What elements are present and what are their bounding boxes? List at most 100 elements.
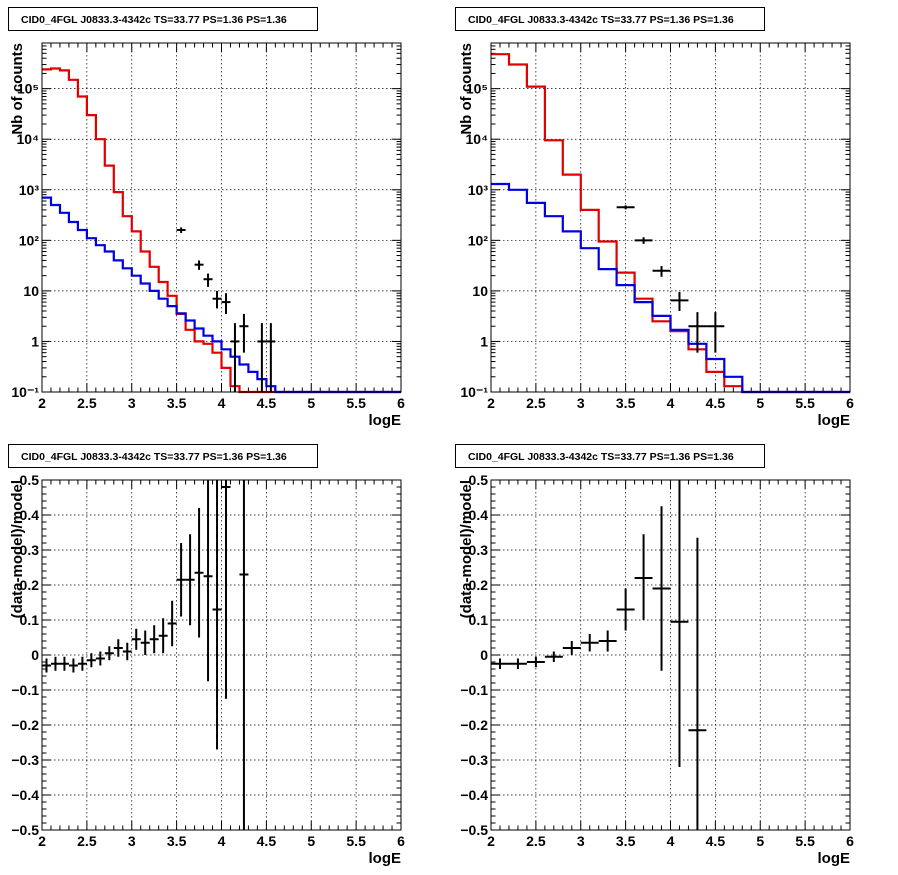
x-tick-label: 2.5 <box>77 833 97 849</box>
data-point <box>167 600 177 647</box>
x-tick-label: 6 <box>397 833 405 849</box>
chart-panel-3: 2 2.5 3 3.5 4 4.5 5 5.5 6 −0.5 −0.4 −0.3 −0.2 −0.1 0 0.… <box>458 472 854 867</box>
x-axis-label: logE <box>818 850 851 867</box>
data-point <box>706 312 725 353</box>
x-tick-label: 3 <box>577 395 585 411</box>
data-point <box>50 656 60 671</box>
y-tick-label: 10⁻¹ <box>460 384 488 400</box>
y-tick-label: 10 <box>23 283 39 299</box>
data-point <box>688 537 707 830</box>
x-tick-label: 6 <box>846 833 854 849</box>
y-tick-label: −0.4 <box>11 787 39 803</box>
x-axis-label: logE <box>818 412 851 429</box>
data-point <box>203 480 213 682</box>
data-point <box>42 658 51 673</box>
x-tick-label: 5.5 <box>795 395 815 411</box>
x-tick-label: 2.5 <box>526 833 546 849</box>
data-point <box>634 534 653 620</box>
pad-title-bottom-left: CID0_4FGL J0833.3-4342c TS=33.77 PS=1.36… <box>8 444 318 468</box>
x-tick-label: 5 <box>307 395 315 411</box>
y-tick-label: 10 <box>472 283 488 299</box>
data-point <box>266 323 276 392</box>
data-point <box>491 658 509 669</box>
y-tick-label: 10⁴ <box>466 131 489 147</box>
data-point <box>616 588 635 631</box>
data-point <box>194 508 204 638</box>
plot-frame <box>41 42 402 393</box>
data-point <box>598 630 617 652</box>
x-axis-label: logE <box>369 850 402 867</box>
y-axis-label: (data-model)/model <box>9 480 26 618</box>
y-tick-label: 0 <box>31 647 39 663</box>
x-tick-label: 2 <box>38 395 46 411</box>
data-point <box>140 630 150 655</box>
x-tick-label: 4.5 <box>257 833 277 849</box>
plot-frame <box>490 479 851 831</box>
x-tick-label: 5.5 <box>346 395 366 411</box>
data-point <box>158 618 168 654</box>
data-point <box>176 227 186 233</box>
data-point <box>508 658 527 669</box>
y-tick-label: −0.2 <box>11 717 39 733</box>
data-point <box>670 480 689 767</box>
y-tick-label: 10⁵ <box>466 81 488 97</box>
x-tick-label: 4 <box>667 395 675 411</box>
data-point <box>652 266 671 277</box>
x-tick-label: 4 <box>218 833 226 849</box>
data-point <box>526 656 545 668</box>
chart-panel-0: 2 2.5 3 3.5 4 4.5 5 5.5 6 10⁻¹ 1 10 10² 10³ 10⁴ 10⁵ logE… <box>9 42 405 429</box>
y-tick-label: −0.5 <box>460 822 488 838</box>
data-point <box>176 543 186 617</box>
data-point <box>212 480 222 750</box>
y-tick-label: 10⁻¹ <box>11 384 39 400</box>
data-point <box>86 653 96 668</box>
y-tick-label: 0.5 <box>469 472 489 488</box>
y-tick-label: 0.2 <box>469 577 489 593</box>
x-tick-label: 3 <box>128 395 136 411</box>
data-point <box>221 480 231 699</box>
x-tick-label: 4 <box>218 395 226 411</box>
x-tick-label: 6 <box>846 395 854 411</box>
y-tick-label: 10³ <box>19 182 40 198</box>
data-point <box>670 292 689 312</box>
y-tick-label: 0.3 <box>20 542 40 558</box>
y-tick-label: −0.4 <box>460 787 488 803</box>
x-tick-label: 3 <box>577 833 585 849</box>
x-tick-label: 3.5 <box>616 833 636 849</box>
y-tick-label: 1 <box>31 333 39 349</box>
data-point <box>77 656 87 671</box>
y-tick-label: 1 <box>480 333 488 349</box>
x-tick-label: 4.5 <box>706 833 726 849</box>
x-tick-label: 3.5 <box>167 833 187 849</box>
data-point <box>185 534 195 626</box>
pad-title-top-left: CID0_4FGL J0833.3-4342c TS=33.77 PS=1.36… <box>8 7 318 31</box>
data-point <box>194 260 204 270</box>
pad-title-bottom-right: CID0_4FGL J0833.3-4342c TS=33.77 PS=1.36… <box>455 444 765 468</box>
x-tick-label: 5 <box>756 833 764 849</box>
data-point <box>221 293 231 314</box>
x-axis-label: logE <box>369 412 402 429</box>
data-point <box>239 480 249 830</box>
y-tick-label: −0.1 <box>460 682 488 698</box>
y-tick-label: 10⁴ <box>17 131 40 147</box>
data-point <box>616 205 635 210</box>
y-tick-label: 10³ <box>468 182 489 198</box>
data-point <box>239 313 249 353</box>
x-tick-label: 2 <box>487 395 495 411</box>
y-tick-label: 0.5 <box>20 472 40 488</box>
y-tick-label: −0.1 <box>11 682 39 698</box>
x-tick-label: 5 <box>756 395 764 411</box>
data-point <box>634 237 653 244</box>
data-point <box>113 639 123 657</box>
y-tick-label: −0.3 <box>11 752 39 768</box>
y-tick-label: −0.5 <box>11 822 39 838</box>
y-tick-label: −0.2 <box>460 717 488 733</box>
x-tick-label: 2.5 <box>526 395 546 411</box>
data-point <box>562 641 581 655</box>
x-tick-label: 3.5 <box>167 395 187 411</box>
y-axis-label: (data-model)/model <box>458 480 475 618</box>
chart-panel-1: 2 2.5 3 3.5 4 4.5 5 5.5 6 10⁻¹ 1 10 10² 10³ 10⁴ 10⁵ logE… <box>458 42 854 429</box>
plot-frame <box>41 479 402 831</box>
x-tick-label: 5 <box>307 833 315 849</box>
